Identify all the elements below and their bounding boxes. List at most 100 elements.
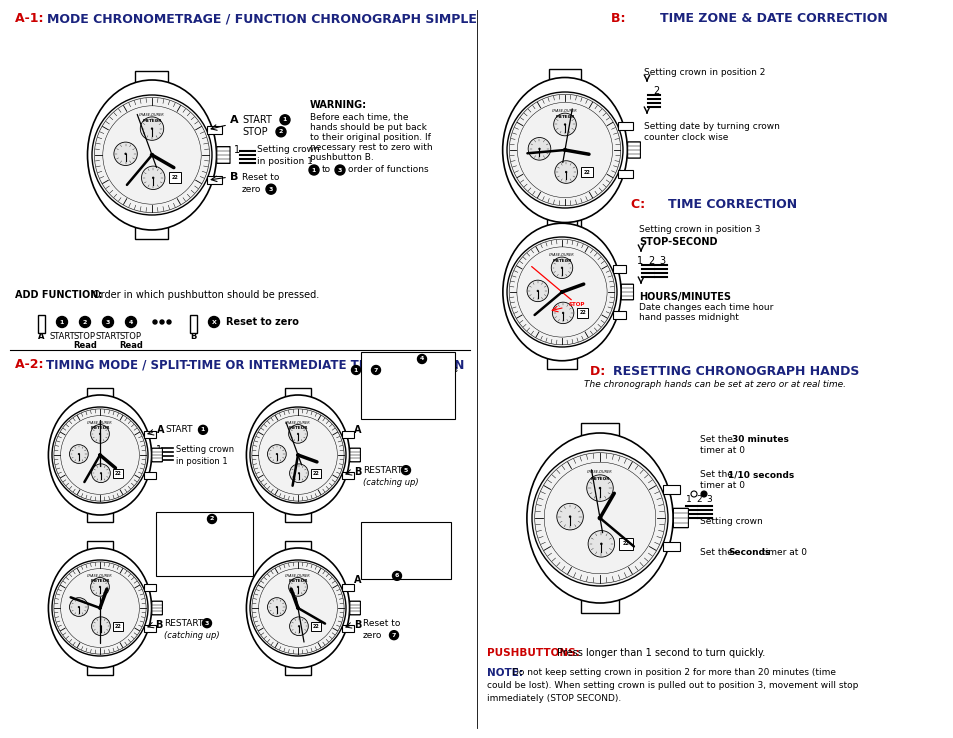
Bar bbox=[144, 472, 156, 478]
Text: NOTE:: NOTE: bbox=[486, 668, 522, 678]
Text: B: B bbox=[230, 172, 238, 182]
Text: CHASE-DURER: CHASE-DURER bbox=[87, 574, 112, 578]
Circle shape bbox=[557, 503, 582, 530]
Text: Before each time, the: Before each time, the bbox=[310, 113, 408, 122]
Bar bbox=[87, 387, 113, 399]
Text: LAST TIME: LAST TIME bbox=[365, 536, 418, 545]
Text: 1: 1 bbox=[354, 368, 357, 373]
Text: to their original position. If: to their original position. If bbox=[310, 133, 431, 142]
FancyBboxPatch shape bbox=[216, 147, 230, 163]
Text: METEOR: METEOR bbox=[288, 579, 308, 582]
Text: PUSHBUTTONS:: PUSHBUTTONS: bbox=[486, 648, 579, 658]
Text: CHASE-DURER: CHASE-DURER bbox=[285, 574, 311, 578]
Text: (catching up): (catching up) bbox=[363, 477, 418, 486]
Ellipse shape bbox=[88, 80, 216, 230]
Bar bbox=[342, 432, 354, 438]
Circle shape bbox=[141, 166, 165, 190]
Circle shape bbox=[52, 560, 148, 656]
FancyBboxPatch shape bbox=[673, 508, 688, 528]
Text: 3: 3 bbox=[337, 168, 342, 173]
Text: 3: 3 bbox=[705, 495, 711, 505]
FancyBboxPatch shape bbox=[152, 448, 162, 462]
Text: Set the: Set the bbox=[700, 470, 735, 479]
Circle shape bbox=[208, 514, 216, 523]
Text: order of functions: order of functions bbox=[382, 365, 457, 374]
Text: STOP: STOP bbox=[363, 571, 386, 580]
Text: 7: 7 bbox=[392, 632, 395, 638]
Text: A: A bbox=[354, 575, 361, 584]
Text: METEOR: METEOR bbox=[91, 579, 110, 582]
Bar bbox=[135, 71, 169, 84]
Text: Reset to: Reset to bbox=[242, 173, 279, 182]
Text: 2: 2 bbox=[210, 517, 214, 522]
Text: timer at 0: timer at 0 bbox=[700, 481, 744, 490]
Text: -3 seconds: -3 seconds bbox=[365, 398, 414, 407]
Text: Order in which pushbutton should be pressed.: Order in which pushbutton should be pres… bbox=[92, 290, 319, 300]
Bar bbox=[207, 125, 222, 134]
Text: TIME CORRECTION: TIME CORRECTION bbox=[667, 198, 797, 211]
Circle shape bbox=[586, 475, 613, 501]
Text: B:: B: bbox=[610, 12, 629, 25]
Bar bbox=[87, 511, 113, 523]
Text: 2: 2 bbox=[83, 320, 87, 325]
Bar bbox=[207, 176, 222, 184]
Bar bbox=[580, 167, 592, 177]
Text: -14 seconds: -14 seconds bbox=[365, 556, 419, 565]
Bar bbox=[285, 665, 311, 675]
Text: A: A bbox=[354, 425, 361, 435]
Bar bbox=[135, 226, 169, 239]
Circle shape bbox=[202, 618, 212, 627]
Circle shape bbox=[700, 491, 706, 497]
Circle shape bbox=[532, 450, 667, 586]
Ellipse shape bbox=[246, 548, 349, 668]
Text: 4: 4 bbox=[129, 320, 133, 325]
Ellipse shape bbox=[502, 77, 627, 222]
Text: in position 1: in position 1 bbox=[256, 157, 313, 167]
FancyBboxPatch shape bbox=[156, 512, 253, 576]
Text: 2: 2 bbox=[652, 86, 659, 96]
Text: STOP: STOP bbox=[120, 332, 142, 341]
Text: B: B bbox=[154, 620, 162, 630]
Bar bbox=[618, 538, 632, 550]
Text: WARNING:: WARNING: bbox=[310, 100, 367, 110]
Text: 22: 22 bbox=[172, 176, 178, 180]
FancyBboxPatch shape bbox=[627, 142, 639, 158]
Bar bbox=[662, 542, 679, 551]
Text: -11 minutes: -11 minutes bbox=[160, 548, 214, 557]
Text: START: START bbox=[95, 332, 121, 341]
Text: -7/10 secs.: -7/10 secs. bbox=[365, 408, 414, 417]
Circle shape bbox=[198, 425, 208, 435]
Circle shape bbox=[167, 320, 171, 324]
Text: Setting crown in position 2: Setting crown in position 2 bbox=[643, 68, 764, 77]
Ellipse shape bbox=[49, 395, 152, 515]
Text: Setting crown: Setting crown bbox=[256, 145, 319, 154]
Text: 22: 22 bbox=[621, 542, 629, 546]
Circle shape bbox=[401, 466, 410, 475]
Circle shape bbox=[600, 543, 601, 545]
Text: order of functions: order of functions bbox=[348, 165, 428, 174]
Circle shape bbox=[335, 165, 345, 175]
Text: A-1:: A-1: bbox=[15, 12, 48, 25]
Text: TIME 2: TIME 2 bbox=[365, 378, 398, 387]
Circle shape bbox=[56, 317, 68, 328]
Text: HOURS/MINUTES: HOURS/MINUTES bbox=[639, 292, 730, 302]
Text: Setting crown in position 3: Setting crown in position 3 bbox=[639, 225, 760, 234]
Text: TIME 1: TIME 1 bbox=[160, 538, 193, 547]
Text: 1: 1 bbox=[233, 145, 240, 155]
Text: 6: 6 bbox=[395, 573, 398, 579]
Circle shape bbox=[551, 257, 572, 278]
Text: 30 minutes: 30 minutes bbox=[731, 435, 788, 444]
Circle shape bbox=[91, 617, 111, 635]
Text: X: X bbox=[212, 320, 216, 325]
Text: CHASE-DURER: CHASE-DURER bbox=[139, 113, 165, 117]
Text: STOP: STOP bbox=[568, 302, 584, 307]
Bar bbox=[662, 485, 679, 494]
Text: -27 minutes: -27 minutes bbox=[365, 546, 418, 555]
Circle shape bbox=[91, 424, 110, 444]
Circle shape bbox=[209, 317, 219, 328]
Text: C:: C: bbox=[630, 198, 649, 211]
Circle shape bbox=[52, 407, 148, 503]
Text: START: START bbox=[50, 332, 74, 341]
Text: 7: 7 bbox=[374, 368, 377, 373]
Text: Read: Read bbox=[365, 526, 387, 535]
